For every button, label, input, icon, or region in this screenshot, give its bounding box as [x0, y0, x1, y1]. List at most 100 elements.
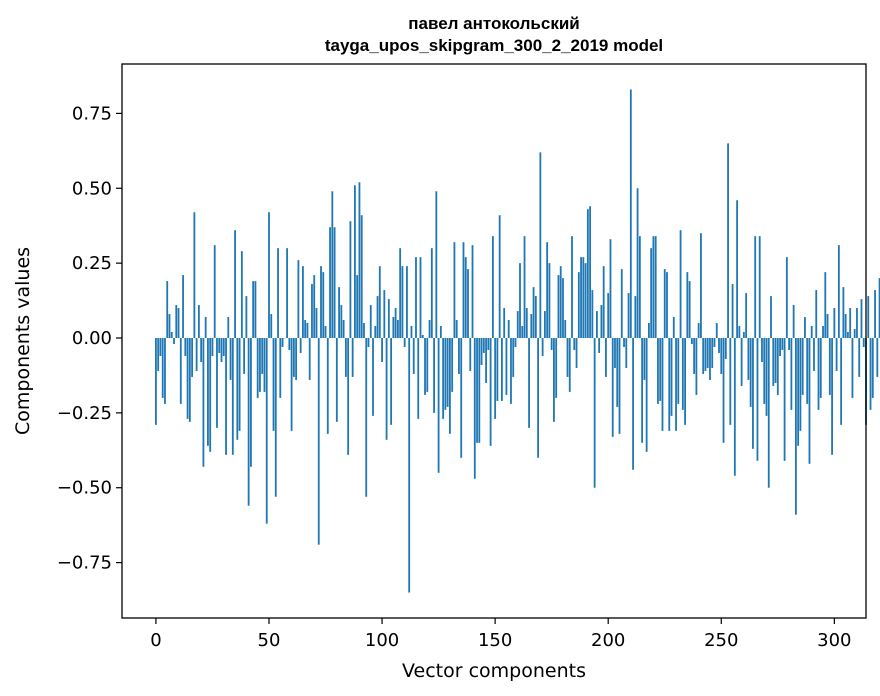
bar [638, 236, 641, 339]
bar [568, 338, 571, 392]
bar [532, 287, 535, 339]
bar [302, 266, 304, 339]
y-tick-label: 0.00 [72, 328, 112, 349]
bar [629, 89, 632, 338]
bar [727, 143, 729, 339]
bar [654, 236, 657, 339]
bar [851, 338, 854, 398]
bar [295, 338, 298, 380]
bar [600, 305, 603, 338]
bar [430, 248, 433, 339]
bar [828, 338, 831, 395]
bar [862, 338, 865, 347]
bar [482, 338, 485, 353]
bar [645, 338, 648, 452]
bar [808, 338, 811, 464]
bar [878, 278, 880, 338]
bar [435, 191, 438, 339]
bar [487, 338, 490, 350]
bar [577, 272, 580, 338]
bar [758, 236, 761, 339]
bar [695, 338, 698, 395]
bar [804, 317, 806, 338]
bar [455, 320, 458, 339]
bar [559, 266, 562, 339]
bar [867, 296, 870, 338]
bar [616, 338, 619, 407]
bar [534, 296, 537, 338]
bar [806, 338, 809, 404]
x-tick-label: 0 [150, 630, 161, 651]
bar [406, 266, 408, 339]
bar [507, 320, 510, 339]
bar [537, 338, 539, 458]
bar [512, 338, 515, 377]
bar [704, 338, 707, 371]
bar [186, 338, 189, 419]
bar [550, 338, 553, 350]
bar [813, 338, 815, 371]
bar [243, 338, 246, 374]
bar [175, 305, 178, 338]
bar [620, 269, 623, 339]
bar [790, 338, 793, 410]
bar [360, 215, 363, 339]
bar [822, 326, 824, 339]
bar [607, 293, 610, 339]
bar [313, 275, 316, 339]
bar [412, 338, 415, 374]
x-tick-label: 100 [365, 630, 399, 651]
bar [403, 338, 406, 347]
bar [849, 308, 852, 339]
bar [225, 338, 227, 455]
bar [516, 311, 519, 338]
bar [770, 296, 772, 338]
y-tick-label: 0.25 [72, 253, 112, 274]
bar [347, 338, 350, 455]
bar [399, 248, 402, 339]
bar [605, 338, 607, 377]
x-tick-label: 200 [591, 630, 625, 651]
bar [713, 338, 716, 347]
bar [871, 338, 874, 398]
bar [408, 338, 411, 593]
bar [211, 338, 214, 356]
bar [462, 242, 465, 339]
bar [690, 338, 693, 344]
bar [602, 266, 605, 339]
bar [342, 320, 345, 339]
bar [503, 308, 506, 339]
bar [155, 338, 157, 425]
bar [756, 338, 759, 461]
bar [277, 248, 279, 339]
bar [168, 314, 171, 339]
bar [378, 266, 381, 339]
bar [252, 281, 255, 339]
bar [652, 236, 655, 339]
bar [648, 323, 650, 338]
bar [290, 338, 293, 431]
bar [740, 338, 743, 386]
bar [715, 323, 718, 338]
bar [496, 338, 499, 401]
bar [322, 272, 325, 338]
bar [306, 323, 309, 338]
bar [358, 182, 361, 339]
bar [245, 296, 248, 338]
bar [329, 227, 331, 339]
bar [702, 338, 705, 374]
bar [469, 338, 472, 371]
bar [754, 236, 757, 339]
bar [324, 326, 327, 339]
bar [351, 338, 354, 377]
bar [191, 338, 194, 377]
bar [288, 338, 291, 350]
bar [831, 338, 833, 455]
bar [494, 338, 497, 419]
bar [401, 266, 404, 339]
bar [182, 275, 184, 339]
bar [229, 338, 232, 380]
bar [731, 284, 734, 338]
bar [304, 320, 307, 339]
bar [335, 338, 338, 422]
